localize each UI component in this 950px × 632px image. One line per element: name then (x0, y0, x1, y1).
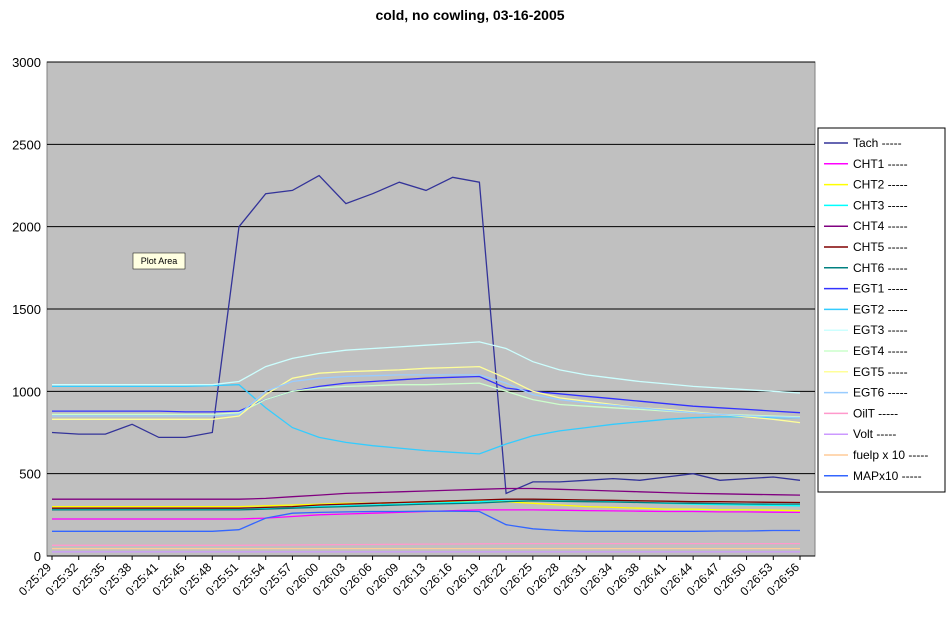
legend-label: MAPx10 ----- (853, 469, 922, 483)
legend-label: CHT5 ----- (853, 240, 908, 254)
tooltip-box (132, 252, 186, 270)
legend-label: EGT4 ----- (853, 344, 908, 358)
legend-label: Volt ----- (853, 427, 896, 441)
legend-label: CHT1 ----- (853, 157, 908, 171)
series-line (52, 498, 801, 509)
series-line (52, 510, 800, 532)
series-line (51, 174, 801, 495)
y-tick-label: 500 (19, 467, 41, 482)
tooltip: Plot Area (141, 256, 178, 266)
y-tick-label: 0 (34, 549, 41, 564)
series-line (52, 487, 801, 500)
legend-label: fuelp x 10 ----- (853, 448, 928, 462)
y-tick-label: 1500 (12, 302, 41, 317)
y-tick-label: 1000 (12, 384, 41, 399)
legend-label: CHT6 ----- (853, 261, 908, 275)
y-tick-label: 3000 (12, 55, 41, 70)
series-line (52, 384, 800, 455)
legend-label: CHT4 ----- (853, 219, 908, 233)
series-line (52, 374, 801, 419)
legend-label: EGT2 ----- (853, 302, 908, 316)
legend-label: CHT3 ----- (853, 198, 908, 212)
y-tick-label: 2000 (12, 220, 41, 235)
legend-label: Tach ----- (853, 136, 902, 150)
legend-label: EGT3 ----- (853, 323, 908, 337)
series-line (52, 375, 801, 414)
legend-label: EGT6 ----- (853, 386, 908, 400)
chart-title: cold, no cowling, 03-16-2005 (375, 7, 564, 23)
legend-label: EGT1 ----- (853, 282, 908, 296)
series-line (52, 542, 800, 546)
series-line (52, 365, 801, 424)
legend-label: CHT2 ----- (853, 178, 908, 192)
series-line (52, 500, 800, 511)
y-tick-label: 2500 (12, 137, 41, 152)
legend-label: EGT5 ----- (853, 365, 908, 379)
series-line (52, 341, 801, 394)
legend-label: OilT ----- (853, 406, 898, 420)
